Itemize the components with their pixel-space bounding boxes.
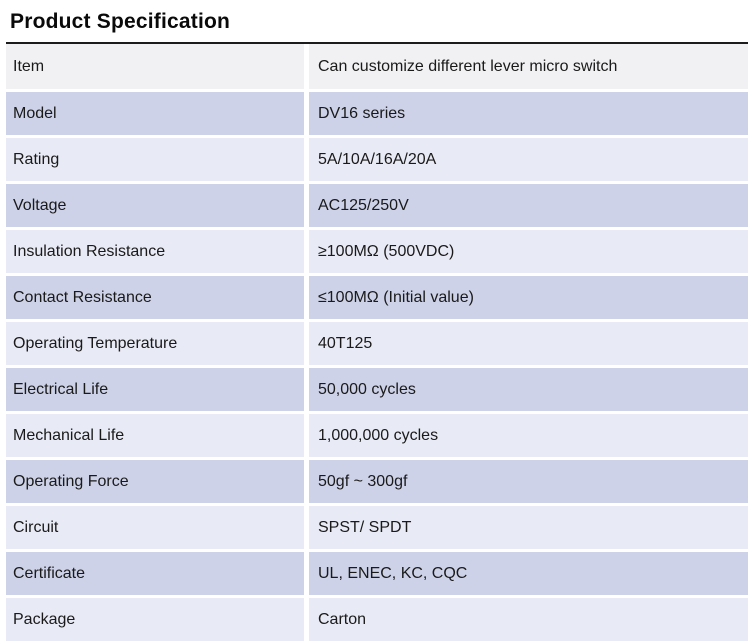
spec-value: ≥100MΩ (500VDC)	[309, 230, 748, 273]
spec-label: Rating	[6, 138, 304, 181]
table-row: Mechanical Life 1,000,000 cycles	[6, 414, 748, 457]
spec-value: ≤100MΩ (Initial value)	[309, 276, 748, 319]
spec-label: Certificate	[6, 552, 304, 595]
spec-table: Item Can customize different lever micro…	[6, 42, 748, 641]
table-row: Model DV16 series	[6, 92, 748, 135]
spec-value: 50gf ~ 300gf	[309, 460, 748, 503]
table-row: Certificate UL, ENEC, KC, CQC	[6, 552, 748, 595]
table-row: Item Can customize different lever micro…	[6, 44, 748, 89]
table-row: Circuit SPST/ SPDT	[6, 506, 748, 549]
table-row: Insulation Resistance ≥100MΩ (500VDC)	[6, 230, 748, 273]
table-row: Voltage AC125/250V	[6, 184, 748, 227]
spec-value: 50,000 cycles	[309, 368, 748, 411]
spec-value: DV16 series	[309, 92, 748, 135]
spec-value: 40T125	[309, 322, 748, 365]
spec-label: Item	[6, 44, 304, 89]
spec-label: Circuit	[6, 506, 304, 549]
spec-label: Mechanical Life	[6, 414, 304, 457]
page-title: Product Specification	[10, 10, 231, 33]
spec-label: Voltage	[6, 184, 304, 227]
spec-value: UL, ENEC, KC, CQC	[309, 552, 748, 595]
table-row: Rating 5A/10A/16A/20A	[6, 138, 748, 181]
spec-label: Operating Force	[6, 460, 304, 503]
spec-label: Electrical Life	[6, 368, 304, 411]
table-row: Electrical Life 50,000 cycles	[6, 368, 748, 411]
spec-value: AC125/250V	[309, 184, 748, 227]
spec-value: 1,000,000 cycles	[309, 414, 748, 457]
spec-value: 5A/10A/16A/20A	[309, 138, 748, 181]
table-row: Contact Resistance ≤100MΩ (Initial value…	[6, 276, 748, 319]
spec-label: Package	[6, 598, 304, 641]
spec-label: Model	[6, 92, 304, 135]
spec-value: SPST/ SPDT	[309, 506, 748, 549]
spec-value: Can customize different lever micro swit…	[309, 44, 748, 89]
spec-label: Operating Temperature	[6, 322, 304, 365]
spec-value: Carton	[309, 598, 748, 641]
spec-label: Insulation Resistance	[6, 230, 304, 273]
table-row: Operating Temperature 40T125	[6, 322, 748, 365]
table-row: Operating Force 50gf ~ 300gf	[6, 460, 748, 503]
table-row: Package Carton	[6, 598, 748, 641]
spec-label: Contact Resistance	[6, 276, 304, 319]
